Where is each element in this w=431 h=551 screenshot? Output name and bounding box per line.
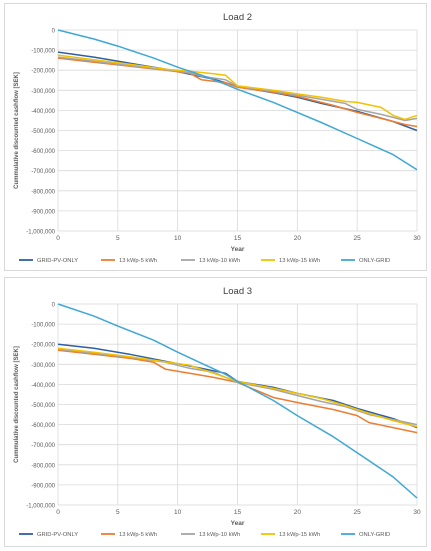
- x-tick-label: 10: [174, 509, 182, 516]
- y-tick-label: -600,000: [31, 423, 55, 429]
- y-tick-label: -500,000: [31, 403, 55, 409]
- legend-label-13-kwp-10-kwh: 13 kWp-10 kWh: [199, 532, 240, 538]
- y-tick-label: -200,000: [31, 343, 55, 349]
- x-tick-label: 30: [413, 235, 421, 242]
- y-tick-label: -700,000: [31, 443, 55, 449]
- x-tick-label: 20: [294, 235, 302, 242]
- y-tick-label: -400,000: [31, 383, 55, 389]
- legend-label-13-kwp-10-kwh: 13 kWp-10 kWh: [199, 258, 240, 264]
- y-tick-label: -700,000: [31, 169, 55, 175]
- x-tick-label: 5: [116, 509, 120, 516]
- series-line-only-grid: [57, 29, 418, 171]
- chart-panel-load-2: Load 2 0 -100,000 -200,000 -300,000 -400,000 -…: [4, 3, 427, 271]
- y-axis-label: Cummulative discounted cashflow [SEK]: [14, 346, 20, 463]
- legend-label-13-kwp-15-kwh: 13 kWp-15 kWh: [279, 532, 320, 538]
- y-axis-label: Cummulative discounted cashflow [SEK]: [14, 72, 20, 189]
- x-tick-label: 10: [174, 235, 182, 242]
- chart-title: Load 3: [223, 286, 252, 297]
- y-tick-label: -400,000: [31, 109, 55, 115]
- y-tick-label: -100,000: [31, 49, 55, 55]
- legend-label-13-kwp-5-kwh: 13 kWp-5 kWh: [119, 532, 157, 538]
- line-chart-load-2: Load 2 0 -100,000 -200,000 -300,000 -400,000 -…: [14, 12, 421, 264]
- chart-title: Load 2: [223, 12, 252, 23]
- chart-panel-load-3: Load 3 0 -100,000 -200,000 -300,000 -400,000 -…: [4, 277, 427, 547]
- x-tick-label: 25: [354, 235, 362, 242]
- y-tick-label: -300,000: [31, 363, 55, 369]
- x-tick-label: 15: [234, 509, 242, 516]
- y-tick-label: -900,000: [31, 483, 55, 489]
- y-tick-label: -1,000,000: [26, 504, 55, 510]
- x-tick-label: 15: [234, 235, 242, 242]
- series-line-13-kwp-15-kwh: [57, 54, 418, 121]
- series-line-13-kwp-10-kwh: [57, 56, 418, 122]
- y-tick-label: 0: [52, 303, 56, 309]
- y-tick-label: -900,000: [31, 209, 55, 215]
- y-tick-label: 0: [52, 29, 56, 35]
- series-line-only-grid: [57, 303, 418, 499]
- y-tick-label: -200,000: [31, 69, 55, 75]
- x-tick-label: 0: [56, 509, 60, 516]
- legend-label-13-kwp-5-kwh: 13 kWp-5 kWh: [119, 258, 157, 264]
- y-tick-label: -100,000: [31, 323, 55, 329]
- x-axis-label: Year: [231, 246, 245, 253]
- y-tick-label: -600,000: [31, 149, 55, 155]
- x-tick-label: 0: [56, 235, 60, 242]
- line-chart-load-3: Load 3 0 -100,000 -200,000 -300,000 -400,000 -…: [14, 286, 421, 538]
- legend-label-13-kwp-15-kwh: 13 kWp-15 kWh: [279, 258, 320, 264]
- x-tick-label: 25: [354, 509, 362, 516]
- y-tick-label: -1,000,000: [26, 230, 55, 236]
- y-tick-label: -800,000: [31, 189, 55, 195]
- legend-label-grid-pv-only: GRID-PV-ONLY: [37, 532, 78, 538]
- y-tick-label: -300,000: [31, 89, 55, 95]
- series-line-13-kwp-15-kwh: [57, 347, 418, 428]
- x-tick-label: 20: [294, 509, 302, 516]
- legend-label-only-grid: ONLY-GRID: [359, 532, 390, 538]
- y-tick-label: -500,000: [31, 129, 55, 135]
- x-axis-label: Year: [231, 520, 245, 527]
- x-tick-label: 5: [116, 235, 120, 242]
- y-tick-label: -800,000: [31, 463, 55, 469]
- legend-label-grid-pv-only: GRID-PV-ONLY: [37, 258, 78, 264]
- legend-label-only-grid: ONLY-GRID: [359, 258, 390, 264]
- x-tick-label: 30: [413, 509, 421, 516]
